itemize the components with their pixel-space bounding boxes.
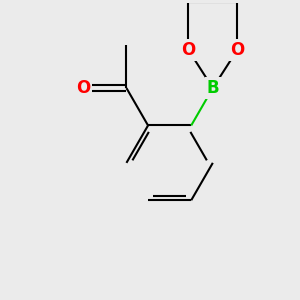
Text: B: B: [206, 79, 219, 97]
Text: O: O: [230, 41, 244, 59]
Text: O: O: [181, 41, 196, 59]
Text: O: O: [76, 79, 90, 97]
